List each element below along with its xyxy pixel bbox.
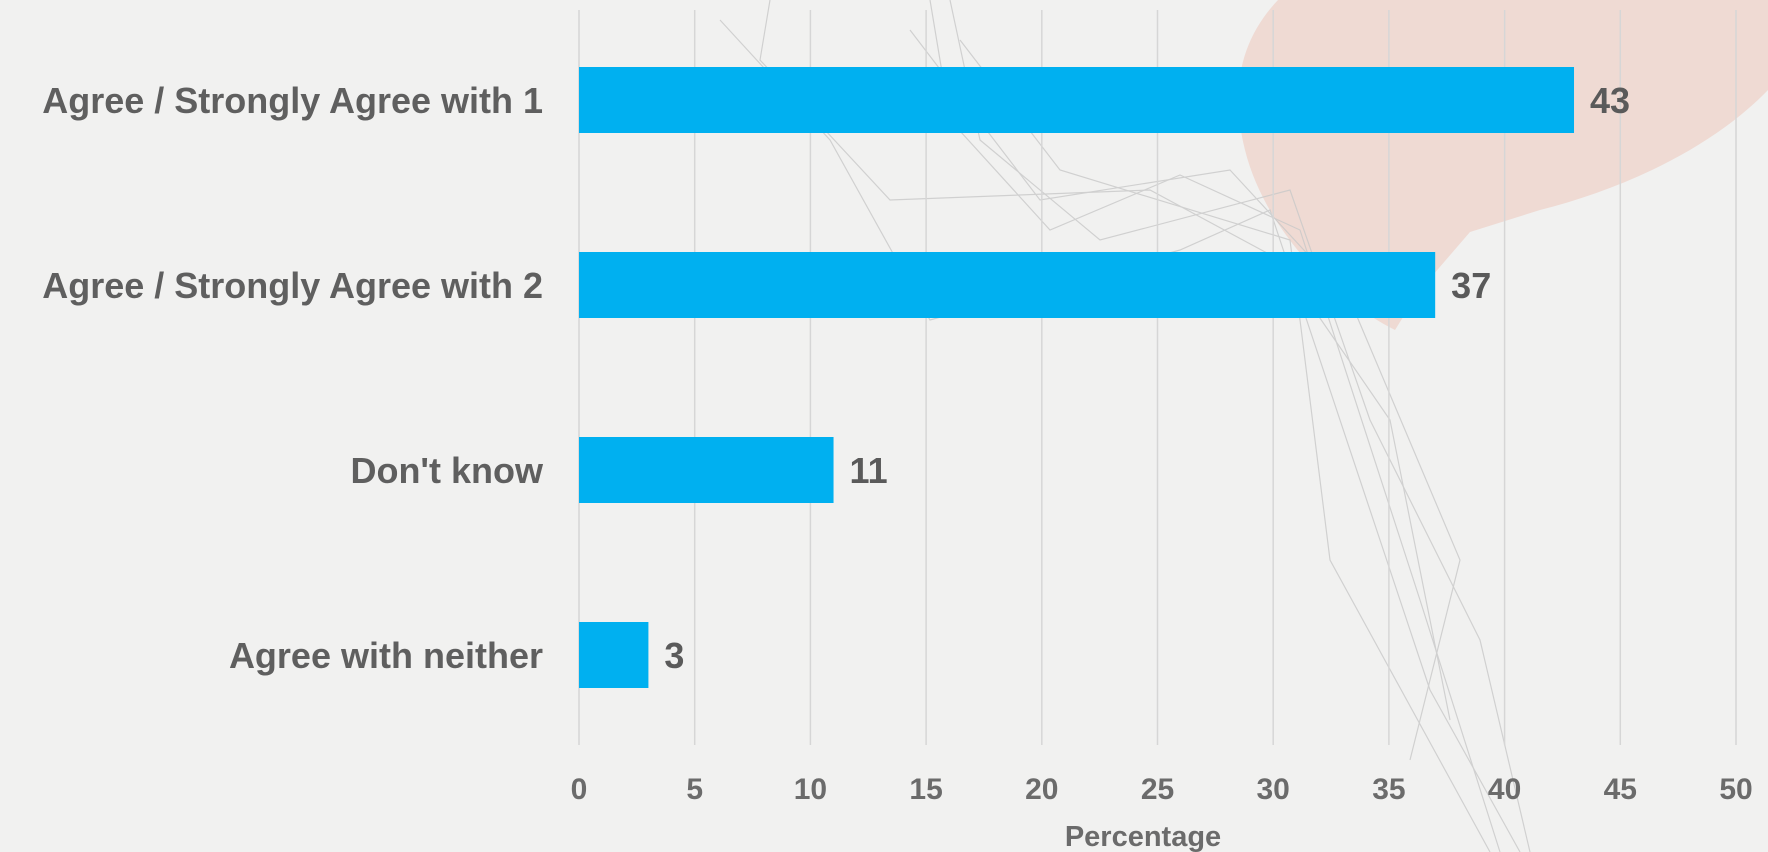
x-tick-label: 50 [1719, 773, 1752, 806]
x-tick-label: 25 [1141, 773, 1174, 806]
bar [579, 437, 834, 503]
data-label: 3 [664, 635, 684, 676]
data-label: 37 [1451, 265, 1491, 306]
x-tick-label: 10 [794, 773, 827, 806]
data-label: 43 [1590, 80, 1630, 121]
bar [579, 67, 1575, 133]
x-axis-ticks: 0 5 10 15 20 25 30 35 40 45 50 [571, 773, 1753, 806]
x-axis-title: Percentage [1065, 821, 1221, 852]
category-label: Agree / Strongly Agree with 2 [42, 265, 543, 306]
x-tick-label: 5 [686, 773, 703, 806]
x-tick-label: 15 [909, 773, 942, 806]
category-label: Agree with neither [229, 635, 543, 676]
category-label: Agree / Strongly Agree with 1 [42, 80, 543, 121]
category-label: Don't know [350, 450, 544, 491]
bars [579, 67, 1575, 688]
x-tick-label: 35 [1372, 773, 1405, 806]
category-labels: Agree / Strongly Agree with 1 Agree / Str… [42, 80, 544, 676]
value-labels: 43 37 11 3 [664, 80, 1630, 676]
x-tick-label: 0 [571, 773, 588, 806]
data-label: 11 [850, 450, 888, 491]
x-tick-label: 20 [1025, 773, 1058, 806]
x-tick-label: 30 [1257, 773, 1290, 806]
x-tick-label: 40 [1488, 773, 1521, 806]
bar [579, 252, 1436, 318]
x-tick-label: 45 [1604, 773, 1637, 806]
bar [579, 622, 649, 688]
